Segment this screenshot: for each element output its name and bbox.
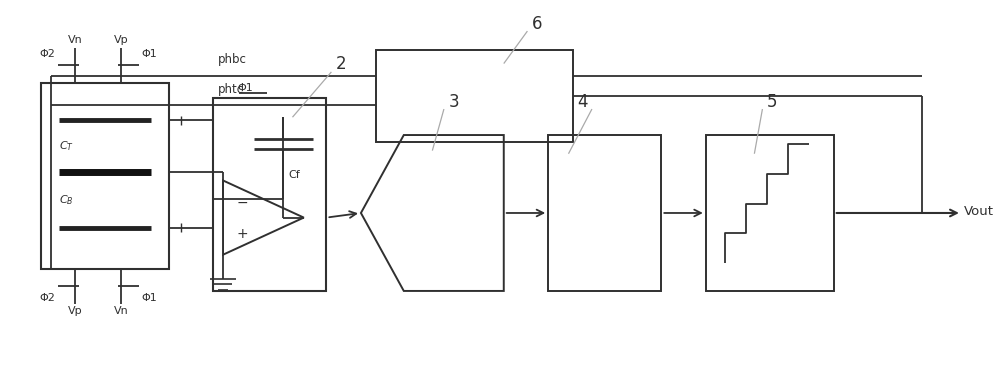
Text: Φ1: Φ1 [237,83,253,92]
Bar [41,83,169,269]
Bar [548,135,661,291]
Bar [706,135,834,291]
Text: Φ1: Φ1 [141,49,157,59]
Text: Vp: Vp [68,306,83,316]
Text: Vn: Vn [114,306,129,316]
Bar [213,98,326,291]
Text: 3: 3 [448,93,459,111]
Text: Φ1: Φ1 [141,293,157,303]
Text: phtc: phtc [218,83,244,96]
Text: Vout: Vout [964,205,994,218]
Text: Vn: Vn [68,36,83,45]
Text: 5: 5 [767,93,778,111]
Text: Cf: Cf [288,170,300,180]
Text: Vp: Vp [114,36,129,45]
Bar [376,50,573,142]
Text: Φ2: Φ2 [40,293,56,303]
Text: $C_B$: $C_B$ [59,193,73,207]
Text: $C_T$: $C_T$ [59,139,74,153]
Text: phbc: phbc [218,53,247,66]
Text: 2: 2 [336,55,347,74]
Text: 6: 6 [532,15,543,33]
Text: 4: 4 [577,93,587,111]
Text: Φ2: Φ2 [40,49,56,59]
Text: +: + [237,227,248,241]
Text: −: − [237,196,248,210]
